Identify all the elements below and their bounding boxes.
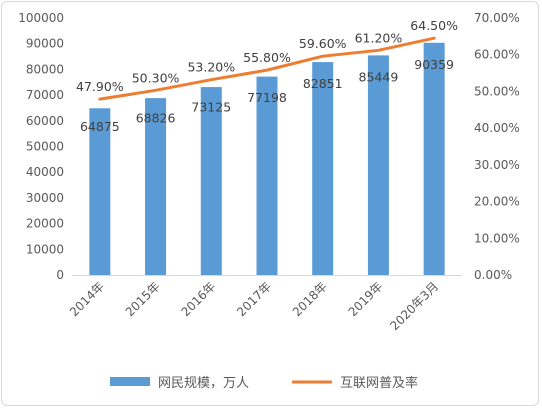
bar-value-label: 85449 <box>359 69 399 84</box>
x-tick-label: 2020年3月 <box>387 279 441 333</box>
bar <box>256 76 278 276</box>
line-value-label: 53.20% <box>187 60 235 75</box>
bar-value-label: 82851 <box>303 76 343 91</box>
line-value-label: 55.80% <box>243 50 291 65</box>
y-left-tick-label: 50000 <box>26 140 64 154</box>
y-left-tick-label: 60000 <box>26 114 64 128</box>
line-value-label: 61.20% <box>355 30 403 45</box>
bar <box>312 62 334 275</box>
bar-value-label: 68826 <box>136 110 176 125</box>
y-left-tick-label: 10000 <box>26 242 64 256</box>
x-tick-label: 2019年 <box>346 279 386 319</box>
x-tick-label: 2018年 <box>290 279 330 319</box>
y-left-tick-label: 30000 <box>26 191 64 205</box>
line-value-label: 47.90% <box>76 79 124 94</box>
legend-label: 互联网普及率 <box>340 375 418 391</box>
x-tick-label: 2016年 <box>178 279 218 319</box>
line-value-label: 59.60% <box>299 36 347 51</box>
legend-label: 网民规模，万人 <box>158 376 249 391</box>
bar <box>145 98 167 275</box>
line-value-label: 50.30% <box>132 70 180 85</box>
line-series <box>98 36 436 101</box>
y-right-tick-label: 10.00% <box>474 231 520 245</box>
x-tick-label: 2014年 <box>67 279 107 319</box>
y-left-tick-label: 80000 <box>26 62 64 76</box>
y-right-tick-label: 40.00% <box>474 121 520 135</box>
x-tick-label: 2015年 <box>123 279 163 319</box>
y-right-tick-label: 30.00% <box>474 158 520 172</box>
y-right-tick-label: 50.00% <box>474 84 520 98</box>
bar-value-label: 64875 <box>80 119 120 134</box>
y-left-tick-label: 0 <box>56 268 64 282</box>
legend-swatch-bar <box>110 377 150 386</box>
y-left-tick-label: 40000 <box>26 165 64 179</box>
bar-value-label: 73125 <box>191 100 231 115</box>
y-left-tick-label: 20000 <box>26 217 64 231</box>
x-tick-label: 2017年 <box>234 279 274 319</box>
bar <box>89 108 111 276</box>
y-right-tick-label: 0.00% <box>474 268 512 282</box>
bar <box>367 55 389 275</box>
y-right-tick-label: 20.00% <box>474 195 520 209</box>
bar <box>423 42 445 275</box>
bar-value-label: 90359 <box>414 57 454 72</box>
y-left-tick-label: 100000 <box>18 11 64 25</box>
bar-value-label: 77198 <box>247 90 287 105</box>
bar <box>200 87 222 275</box>
y-right-tick-label: 70.00% <box>474 11 520 25</box>
line-value-label: 64.50% <box>410 18 458 33</box>
y-left-tick-label: 70000 <box>26 88 64 102</box>
y-right-tick-label: 60.00% <box>474 48 520 62</box>
y-left-tick-label: 90000 <box>26 37 64 51</box>
